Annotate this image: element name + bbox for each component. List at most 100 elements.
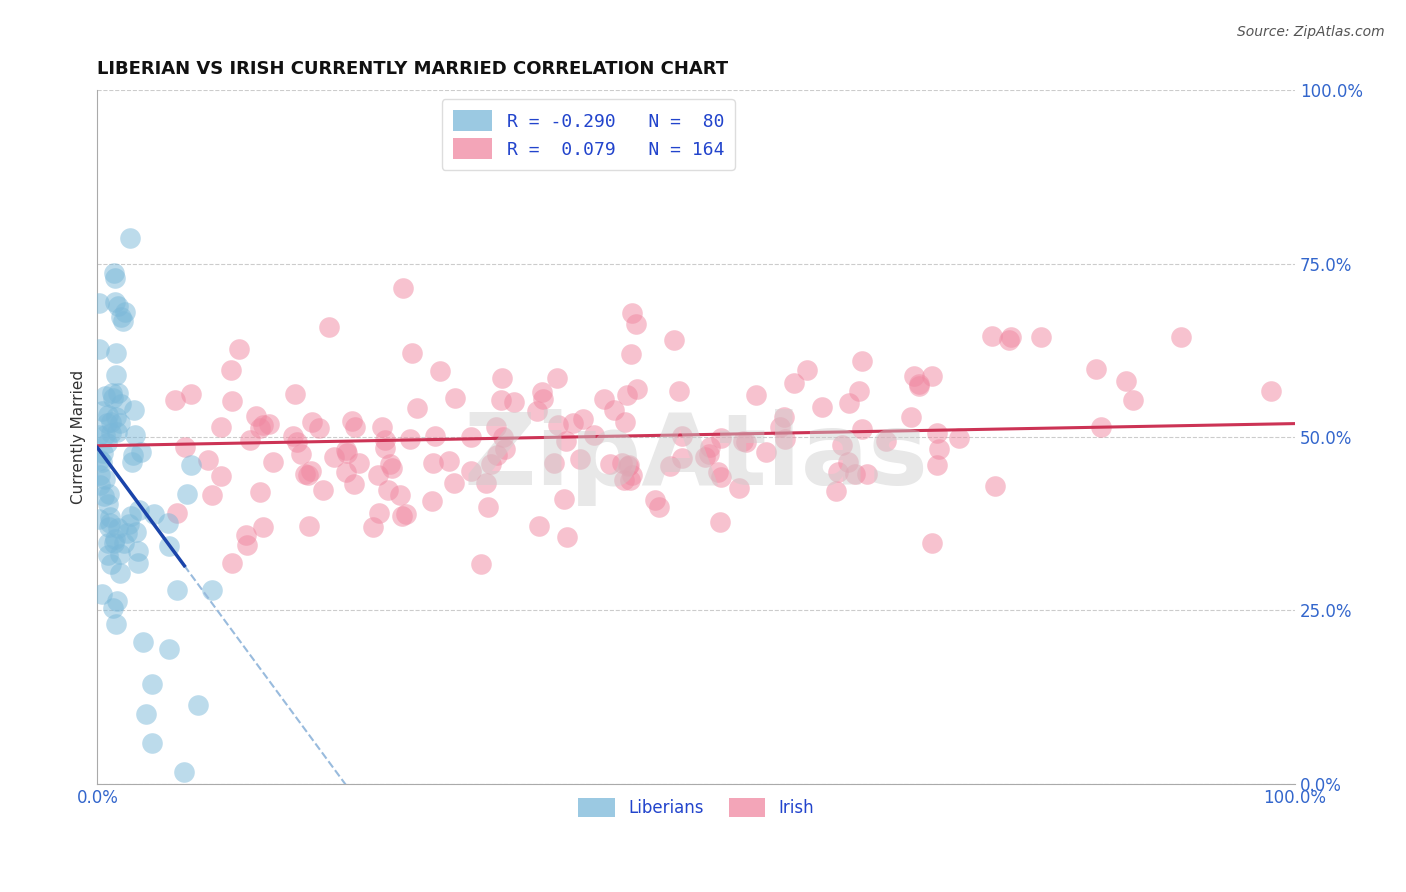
Point bbox=[856, 467, 879, 482]
Point bbox=[422, 456, 444, 470]
Point bbox=[96, 416, 118, 430]
Point bbox=[96, 408, 118, 422]
Point bbox=[699, 440, 721, 454]
Point bbox=[388, 488, 411, 502]
Point bbox=[658, 458, 681, 473]
Point bbox=[180, 386, 202, 401]
Point bbox=[425, 429, 447, 443]
Point bbox=[709, 515, 731, 529]
Point bbox=[479, 457, 502, 471]
Point bbox=[485, 420, 508, 434]
Point bbox=[903, 369, 925, 384]
Point bbox=[104, 346, 127, 360]
Point bbox=[298, 519, 321, 533]
Point bbox=[734, 434, 756, 449]
Point bbox=[180, 458, 202, 473]
Point bbox=[235, 528, 257, 542]
Point bbox=[157, 642, 180, 657]
Point bbox=[796, 363, 818, 377]
Point bbox=[201, 488, 224, 502]
Point bbox=[187, 698, 209, 713]
Text: ZipAtlas: ZipAtlas bbox=[464, 409, 928, 507]
Point bbox=[526, 404, 548, 418]
Point bbox=[100, 557, 122, 571]
Point bbox=[100, 415, 122, 429]
Point bbox=[610, 456, 633, 470]
Point bbox=[921, 368, 943, 383]
Point bbox=[728, 481, 751, 495]
Point bbox=[875, 434, 897, 448]
Point bbox=[733, 434, 755, 449]
Point bbox=[460, 464, 482, 478]
Point bbox=[90, 404, 112, 418]
Point bbox=[120, 230, 142, 244]
Point bbox=[617, 458, 640, 472]
Point bbox=[827, 465, 849, 479]
Point bbox=[104, 532, 127, 546]
Point bbox=[811, 400, 834, 414]
Point bbox=[103, 536, 125, 550]
Point bbox=[173, 765, 195, 780]
Point bbox=[141, 736, 163, 750]
Point bbox=[555, 434, 578, 449]
Point bbox=[142, 508, 165, 522]
Point bbox=[197, 452, 219, 467]
Point bbox=[245, 409, 267, 424]
Point bbox=[127, 556, 149, 570]
Point bbox=[87, 512, 110, 526]
Point bbox=[907, 377, 929, 392]
Point bbox=[129, 445, 152, 459]
Point bbox=[420, 494, 443, 508]
Point bbox=[100, 425, 122, 440]
Point bbox=[543, 456, 565, 470]
Point bbox=[477, 500, 499, 514]
Point bbox=[848, 384, 870, 399]
Point bbox=[1090, 419, 1112, 434]
Point bbox=[368, 506, 391, 520]
Point bbox=[395, 508, 418, 522]
Point bbox=[648, 500, 671, 514]
Text: Source: ZipAtlas.com: Source: ZipAtlas.com bbox=[1237, 25, 1385, 39]
Point bbox=[620, 347, 643, 361]
Point bbox=[374, 441, 396, 455]
Point bbox=[128, 503, 150, 517]
Point bbox=[290, 447, 312, 461]
Point bbox=[624, 318, 647, 332]
Point bbox=[1122, 393, 1144, 408]
Point bbox=[97, 520, 120, 534]
Text: LIBERIAN VS IRISH CURRENTLY MARRIED CORRELATION CHART: LIBERIAN VS IRISH CURRENTLY MARRIED CORR… bbox=[97, 60, 728, 78]
Point bbox=[831, 438, 853, 452]
Point bbox=[907, 379, 929, 393]
Point bbox=[613, 473, 636, 487]
Point bbox=[294, 467, 316, 481]
Point bbox=[94, 389, 117, 403]
Point bbox=[105, 368, 128, 383]
Point bbox=[96, 436, 118, 450]
Point bbox=[221, 393, 243, 408]
Point bbox=[405, 401, 427, 415]
Point bbox=[707, 465, 730, 479]
Point bbox=[755, 445, 778, 459]
Point bbox=[613, 415, 636, 429]
Point bbox=[297, 468, 319, 483]
Point bbox=[444, 391, 467, 405]
Point bbox=[697, 447, 720, 461]
Point bbox=[572, 412, 595, 426]
Point bbox=[925, 458, 948, 472]
Point bbox=[323, 450, 346, 465]
Point bbox=[429, 364, 451, 378]
Point bbox=[107, 385, 129, 400]
Point bbox=[531, 384, 554, 399]
Point bbox=[399, 432, 422, 446]
Point bbox=[709, 470, 731, 484]
Point bbox=[252, 519, 274, 533]
Point bbox=[157, 516, 180, 531]
Point bbox=[141, 677, 163, 691]
Point bbox=[644, 493, 666, 508]
Point bbox=[249, 484, 271, 499]
Point bbox=[489, 393, 512, 408]
Point bbox=[367, 468, 389, 483]
Point bbox=[87, 296, 110, 310]
Point bbox=[374, 433, 396, 447]
Point bbox=[851, 354, 873, 368]
